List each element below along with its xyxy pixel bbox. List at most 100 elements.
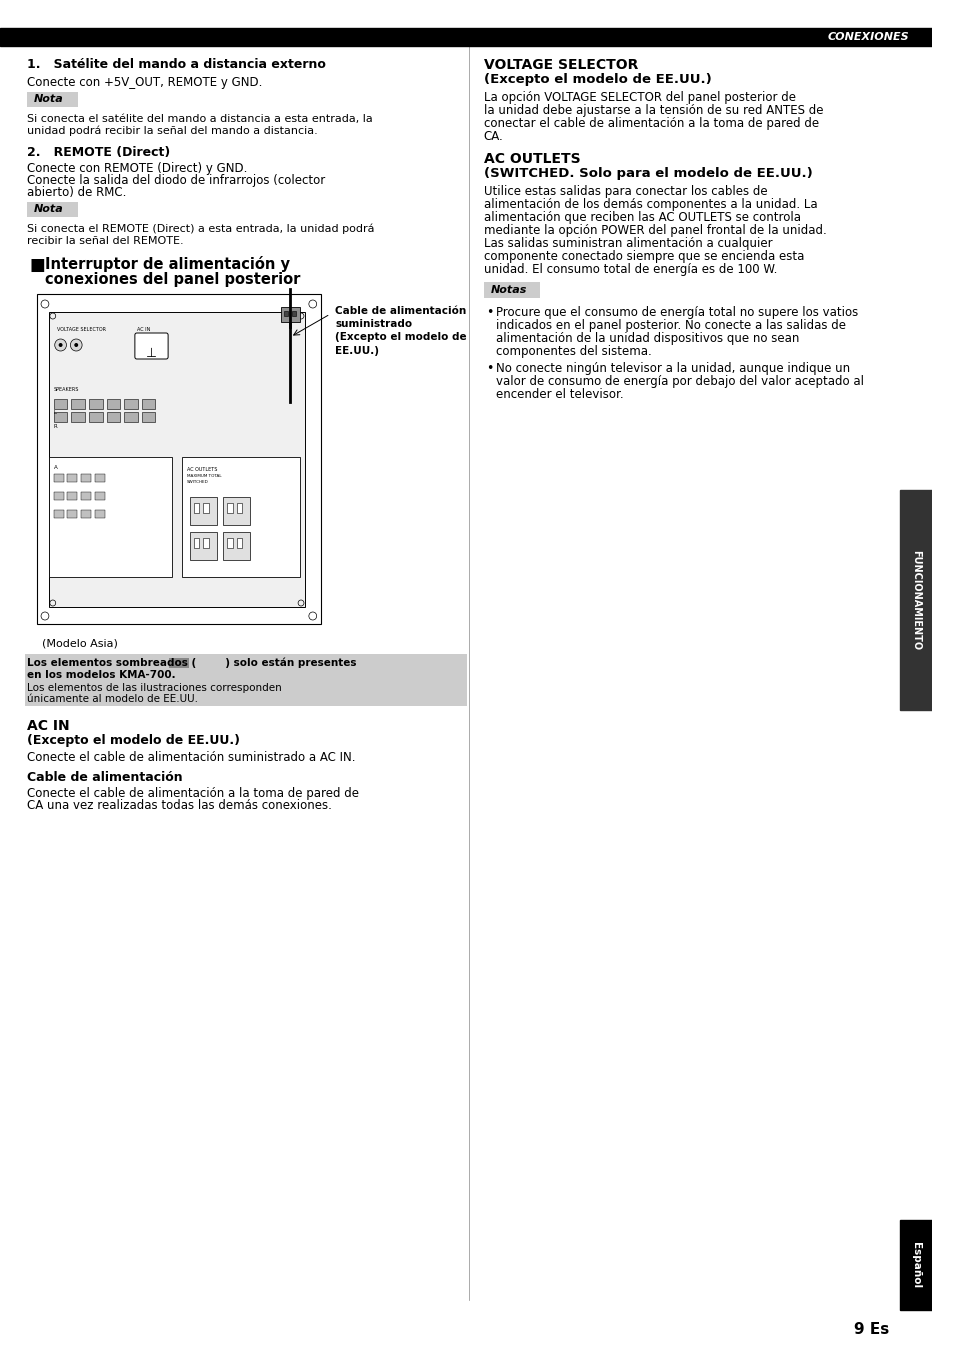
Bar [190, 532, 216, 559]
Bar [169, 658, 189, 669]
Bar [284, 311, 288, 315]
Text: alimentación de los demás componentes a la unidad. La: alimentación de los demás componentes a … [483, 198, 817, 212]
Circle shape [58, 342, 63, 346]
Text: conexiones del panel posterior: conexiones del panel posterior [45, 272, 300, 287]
Bar [193, 538, 199, 549]
Text: Conecte el cable de alimentación suministrado a AC IN.: Conecte el cable de alimentación suminis… [28, 751, 355, 764]
Bar [28, 92, 78, 106]
Bar [94, 510, 105, 518]
Text: A: A [53, 465, 57, 470]
Bar [142, 399, 155, 408]
Bar [53, 474, 64, 483]
Text: únicamente al modelo de EE.UU.: únicamente al modelo de EE.UU. [28, 694, 198, 704]
Text: •: • [485, 306, 493, 319]
Text: Los elementos sombreados (        ) solo están presentes: Los elementos sombreados ( ) solo están … [28, 656, 356, 667]
Circle shape [74, 342, 78, 346]
Text: 1.   Satélite del mando a distancia externo: 1. Satélite del mando a distancia extern… [28, 58, 326, 71]
Bar [107, 412, 120, 422]
Text: MAXIMUM TOTAL: MAXIMUM TOTAL [187, 474, 221, 479]
Text: SPEAKERS: SPEAKERS [53, 387, 79, 392]
Text: CONEXIONES: CONEXIONES [826, 32, 908, 42]
Bar [49, 311, 305, 607]
Text: Conecte con +5V_OUT, REMOTE y GND.: Conecte con +5V_OUT, REMOTE y GND. [28, 75, 262, 89]
Bar [49, 457, 172, 577]
FancyBboxPatch shape [134, 333, 168, 359]
Text: •: • [485, 363, 493, 375]
Bar [53, 412, 68, 422]
Text: VOLTAGE SELECTOR: VOLTAGE SELECTOR [483, 58, 638, 71]
Bar [280, 307, 300, 322]
Bar [190, 497, 216, 524]
Bar [193, 503, 199, 514]
Circle shape [71, 338, 82, 350]
Bar [68, 510, 77, 518]
Text: Los elementos de las ilustraciones corresponden: Los elementos de las ilustraciones corre… [28, 683, 282, 693]
Text: en los modelos KMA-700.: en los modelos KMA-700. [28, 670, 175, 679]
Text: unidad podrá recibir la señal del mando a distancia.: unidad podrá recibir la señal del mando … [28, 125, 317, 136]
Bar [53, 399, 68, 408]
Text: Conecte la salida del diodo de infrarrojos (colector: Conecte la salida del diodo de infrarroj… [28, 174, 325, 187]
Bar [236, 538, 242, 549]
Text: SWITCHED: SWITCHED [187, 480, 208, 484]
Text: indicados en el panel posterior. No conecte a las salidas de: indicados en el panel posterior. No cone… [495, 319, 844, 332]
Bar [53, 510, 64, 518]
Bar [68, 474, 77, 483]
Bar [142, 412, 155, 422]
Text: Si conecta el satélite del mando a distancia a esta entrada, la: Si conecta el satélite del mando a dista… [28, 115, 373, 124]
Bar [89, 399, 103, 408]
Text: abierto) de RMC.: abierto) de RMC. [28, 186, 127, 200]
Text: la unidad debe ajustarse a la tensión de su red ANTES de: la unidad debe ajustarse a la tensión de… [483, 104, 822, 117]
Text: (Excepto el modelo de EE.UU.): (Excepto el modelo de EE.UU.) [483, 73, 711, 86]
Text: AC OUTLETS: AC OUTLETS [483, 152, 579, 166]
Text: AC IN: AC IN [28, 718, 70, 733]
Bar [900, 491, 931, 710]
Text: CA.: CA. [483, 129, 503, 143]
Bar [81, 474, 91, 483]
Text: Notas: Notas [490, 284, 526, 295]
Text: Si conecta el REMOTE (Direct) a esta entrada, la unidad podrá: Si conecta el REMOTE (Direct) a esta ent… [28, 224, 375, 235]
Text: CA una vez realizadas todas las demás conexiones.: CA una vez realizadas todas las demás co… [28, 799, 332, 811]
Text: (Modelo Asia): (Modelo Asia) [42, 638, 118, 648]
Text: ⊥: ⊥ [146, 346, 156, 360]
Text: ■: ■ [30, 256, 45, 274]
Text: unidad. El consumo total de energía es de 100 W.: unidad. El consumo total de energía es d… [483, 263, 777, 276]
Bar [53, 492, 64, 500]
Text: componentes del sistema.: componentes del sistema. [495, 345, 651, 359]
Bar [292, 311, 295, 315]
Text: No conecte ningún televisor a la unidad, aunque indique un: No conecte ningún televisor a la unidad,… [495, 363, 849, 375]
Text: Procure que el consumo de energía total no supere los vatios: Procure que el consumo de energía total … [495, 306, 857, 319]
Text: alimentación que reciben las AC OUTLETS se controla: alimentación que reciben las AC OUTLETS … [483, 212, 800, 224]
Bar [71, 399, 85, 408]
Text: 9 Es: 9 Es [853, 1322, 888, 1337]
Bar [223, 532, 250, 559]
Bar [124, 399, 137, 408]
Bar [26, 654, 467, 706]
Text: Cable de alimentación: Cable de alimentación [28, 771, 183, 785]
Text: Nota: Nota [34, 204, 64, 214]
Bar [223, 497, 250, 524]
Bar [28, 202, 78, 217]
Text: VOLTAGE SELECTOR: VOLTAGE SELECTOR [56, 328, 106, 332]
Text: encender el televisor.: encender el televisor. [495, 388, 622, 400]
Bar [71, 412, 85, 422]
Text: Utilice estas salidas para conectar los cables de: Utilice estas salidas para conectar los … [483, 185, 766, 198]
Bar [227, 538, 233, 549]
Bar [900, 1220, 931, 1310]
Bar [107, 399, 120, 408]
Text: La opción VOLTAGE SELECTOR del panel posterior de: La opción VOLTAGE SELECTOR del panel pos… [483, 92, 795, 104]
Text: Las salidas suministran alimentación a cualquier: Las salidas suministran alimentación a c… [483, 237, 772, 249]
Bar [94, 474, 105, 483]
Text: FUNCIONAMIENTO: FUNCIONAMIENTO [910, 550, 921, 650]
Text: Conecte con REMOTE (Direct) y GND.: Conecte con REMOTE (Direct) y GND. [28, 162, 248, 175]
Text: 2.   REMOTE (Direct): 2. REMOTE (Direct) [28, 146, 171, 159]
Text: conectar el cable de alimentación a la toma de pared de: conectar el cable de alimentación a la t… [483, 117, 818, 129]
Bar [81, 492, 91, 500]
Text: alimentación de la unidad dispositivos que no sean: alimentación de la unidad dispositivos q… [495, 332, 798, 345]
Bar [89, 412, 103, 422]
Bar [483, 282, 540, 298]
Text: mediante la opción POWER del panel frontal de la unidad.: mediante la opción POWER del panel front… [483, 224, 825, 237]
Text: R: R [53, 423, 57, 429]
Bar [203, 538, 209, 549]
Bar [81, 510, 91, 518]
Text: AC IN: AC IN [136, 328, 150, 332]
